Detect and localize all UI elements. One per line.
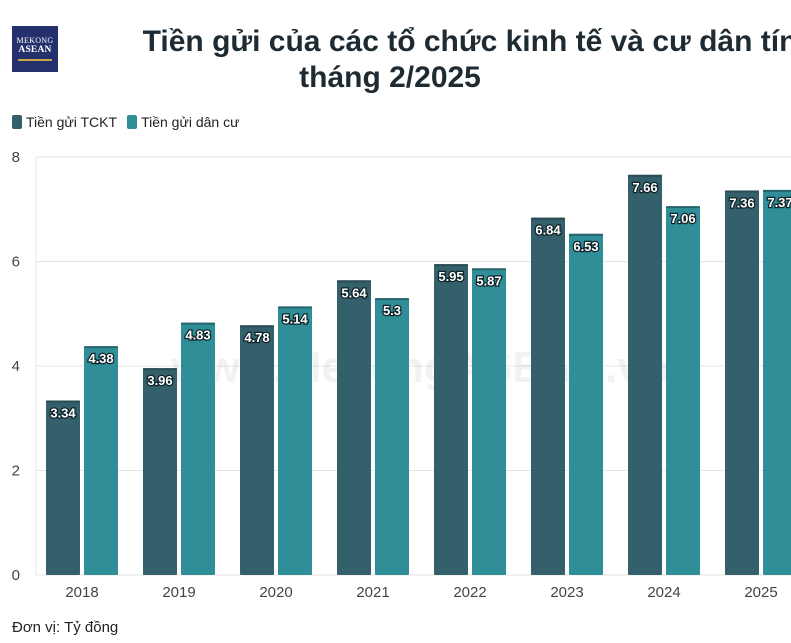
data-label-tckt-2021: 5.64 (341, 285, 367, 300)
axis-layer: 0 2 4 6 8 2018 2019 2020 2021 2022 2023 2024 2025 (12, 149, 778, 601)
bar-tckt-2020 (240, 325, 274, 575)
legend-item-dancu[interactable]: Tiền gửi dân cư (127, 114, 239, 130)
x-tick-label-2024: 2024 (647, 584, 680, 601)
data-label-dancu-2018: 4.38 (88, 351, 113, 366)
legend-label-tckt: Tiền gửi TCKT (26, 114, 118, 130)
legend-item-tckt[interactable]: Tiền gửi TCKT (12, 114, 117, 130)
legend-swatch-dancu (127, 115, 138, 129)
x-tick-label-2018: 2018 (65, 584, 98, 601)
bar-cap-tckt-2020 (240, 325, 274, 328)
bar-dancu-2018 (84, 346, 118, 575)
bar-cap-dancu-2025 (763, 189, 791, 192)
bar-tckt-2018 (46, 400, 80, 575)
logo-line2: ASEAN (18, 45, 52, 55)
bar-cap-dancu-2019 (181, 322, 215, 325)
bar-cap-tckt-2024 (628, 174, 662, 177)
data-label-dancu-2022: 5.87 (476, 273, 501, 288)
bar-cap-tckt-2021 (337, 280, 371, 283)
bar-layer (46, 174, 791, 576)
bar-dancu-2025 (763, 189, 791, 575)
y-tick-label-4: 4 (12, 358, 20, 375)
y-tick-label-2: 2 (12, 463, 20, 480)
bar-cap-dancu-2018 (84, 346, 118, 349)
bar-dancu-2022 (472, 268, 506, 575)
bar-tckt-2025 (725, 190, 759, 575)
bar-dancu-2020 (278, 306, 312, 575)
data-label-dancu-2020: 5.14 (282, 311, 308, 326)
chart-legend: Tiền gửi TCKT Tiền gửi dân cư (12, 114, 239, 130)
bar-tckt-2023 (531, 217, 565, 576)
data-label-tckt-2023: 6.84 (535, 223, 561, 238)
unit-note: Đơn vị: Tỷ đồng (12, 619, 119, 636)
bar-cap-tckt-2025 (725, 190, 759, 193)
x-tick-label-2023: 2023 (550, 584, 583, 601)
bar-cap-tckt-2022 (434, 264, 468, 267)
grid-layer (35, 156, 791, 576)
data-label-tckt-2025: 7.36 (729, 195, 754, 210)
bar-cap-dancu-2022 (472, 268, 506, 271)
bar-cap-dancu-2024 (666, 206, 700, 209)
data-label-tckt-2018: 3.34 (50, 405, 76, 420)
y-tick-label-6: 6 (12, 254, 20, 271)
bar-dancu-2024 (666, 206, 700, 576)
y-tick-label-0: 0 (12, 567, 20, 584)
bar-dancu-2019 (181, 322, 215, 575)
bar-cap-tckt-2019 (143, 368, 177, 371)
y-tick-label-8: 8 (12, 149, 20, 166)
data-label-dancu-2024: 7.06 (670, 211, 695, 226)
data-label-dancu-2025: 7.37 (767, 195, 791, 210)
data-label-tckt-2020: 4.78 (244, 330, 269, 345)
bar-cap-dancu-2023 (569, 233, 603, 236)
mekong-asean-logo: MEKONG ASEAN (12, 26, 58, 72)
bar-tckt-2024 (628, 174, 662, 575)
bar-tckt-2021 (337, 280, 371, 575)
bar-tckt-2019 (143, 368, 177, 575)
x-tick-label-2022: 2022 (453, 584, 486, 601)
chart-title-line2: tháng 2/2025 (299, 61, 481, 94)
bar-dancu-2023 (569, 233, 603, 575)
x-tick-label-2021: 2021 (356, 584, 389, 601)
x-tick-label-2025: 2025 (744, 584, 777, 601)
logo-line1: MEKONG (16, 36, 54, 45)
chart-title-line1: Tiền gửi của các tổ chức kinh tế và cư d… (142, 25, 791, 58)
legend-label-dancu: Tiền gửi dân cư (141, 114, 240, 130)
legend-swatch-tckt (12, 115, 22, 129)
bar-cap-tckt-2018 (46, 400, 80, 403)
bar-tckt-2022 (434, 264, 468, 575)
label-layer: 3.34 4.38 3.96 4.83 4.78 5.14 5.64 5.3 5.95 5.87 6… (49, 179, 791, 422)
x-tick-label-2020: 2020 (259, 584, 292, 601)
chart-title: Tiền gửi của các tổ chức kinh tế và cư d… (60, 24, 791, 96)
logo-rule (18, 59, 52, 61)
x-tick-label-2019: 2019 (162, 584, 195, 601)
data-label-dancu-2021: 5.3 (383, 303, 401, 318)
bar-dancu-2021 (375, 298, 409, 575)
data-label-dancu-2019: 4.83 (185, 328, 210, 343)
data-label-tckt-2019: 3.96 (147, 373, 172, 388)
bar-cap-tckt-2023 (531, 217, 565, 220)
data-label-tckt-2024: 7.66 (632, 180, 657, 195)
data-label-tckt-2022: 5.95 (438, 269, 463, 284)
bar-cap-dancu-2021 (375, 298, 409, 301)
bar-cap-dancu-2020 (278, 306, 312, 309)
data-label-dancu-2023: 6.53 (573, 239, 598, 254)
